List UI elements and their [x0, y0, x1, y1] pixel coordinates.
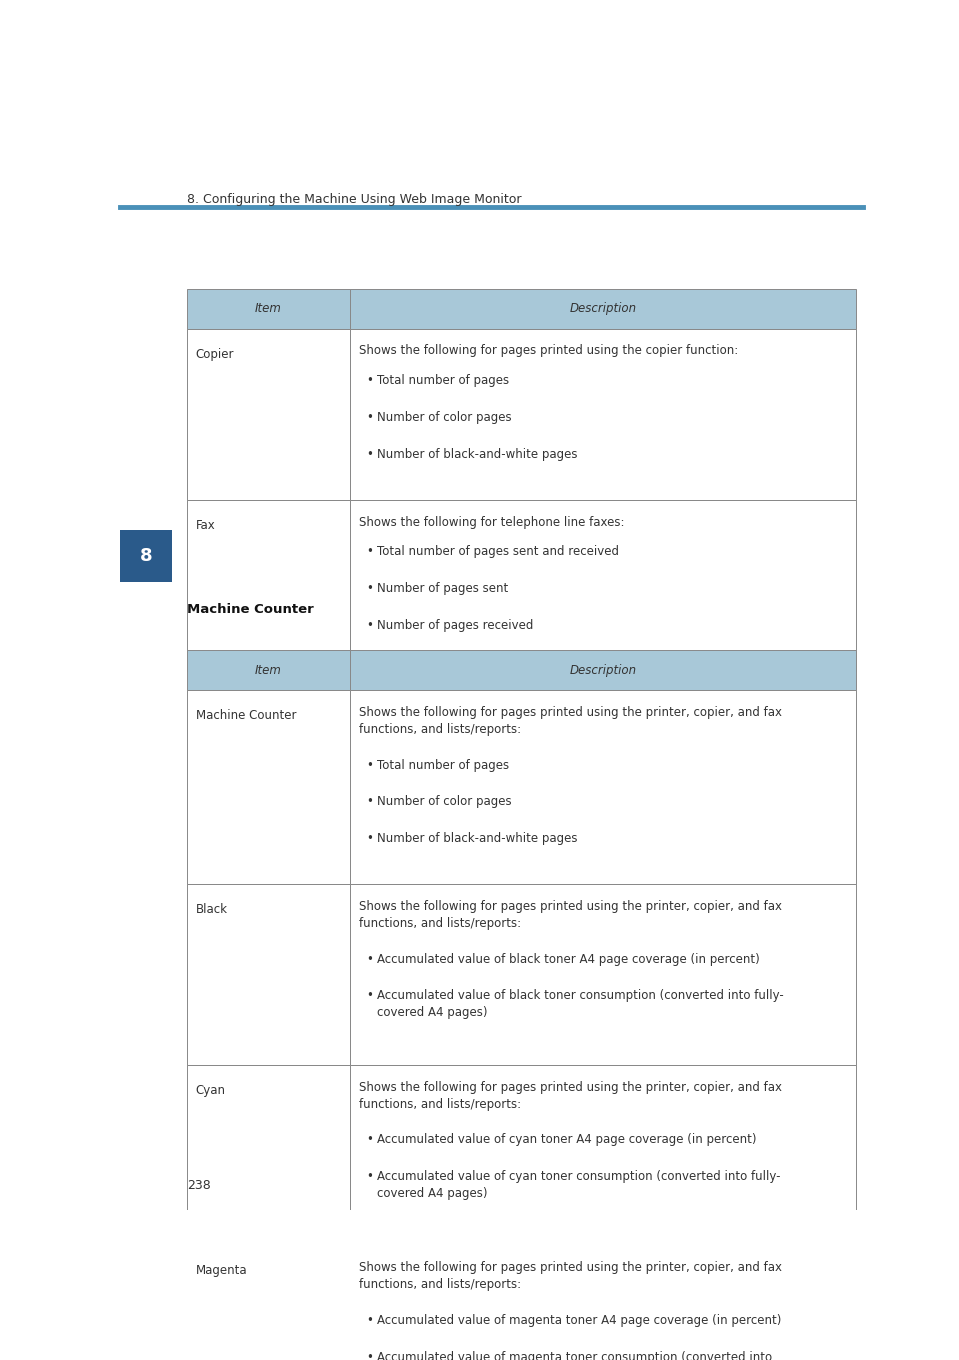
FancyBboxPatch shape — [350, 1065, 855, 1246]
Text: •: • — [366, 1170, 373, 1183]
Text: •: • — [366, 759, 373, 771]
Text: Shows the following for pages printed using the printer, copier, and fax
functio: Shows the following for pages printed us… — [360, 1261, 783, 1291]
Text: Number of color pages: Number of color pages — [377, 411, 512, 424]
Text: Item: Item — [255, 302, 282, 316]
Text: Accumulated value of black toner A4 page coverage (in percent): Accumulated value of black toner A4 page… — [377, 953, 760, 966]
FancyBboxPatch shape — [187, 1065, 350, 1246]
FancyBboxPatch shape — [187, 329, 350, 500]
Text: Total number of pages sent and received: Total number of pages sent and received — [377, 545, 619, 559]
FancyBboxPatch shape — [187, 1246, 350, 1360]
Text: •: • — [366, 619, 373, 632]
Text: 8. Configuring the Machine Using Web Image Monitor: 8. Configuring the Machine Using Web Ima… — [187, 193, 522, 205]
Text: Number of black-and-white pages: Number of black-and-white pages — [377, 447, 577, 461]
Text: •: • — [366, 796, 373, 808]
Text: •: • — [366, 447, 373, 461]
Text: •: • — [366, 832, 373, 845]
Text: Shows the following for pages printed using the printer, copier, and fax
functio: Shows the following for pages printed us… — [360, 900, 783, 930]
FancyBboxPatch shape — [187, 884, 350, 1065]
Text: Shows the following for pages printed using the printer, copier, and fax
functio: Shows the following for pages printed us… — [360, 1081, 783, 1111]
FancyBboxPatch shape — [350, 884, 855, 1065]
Text: •: • — [366, 1350, 373, 1360]
Text: Accumulated value of magenta toner consumption (converted into
fully-covered A4 : Accumulated value of magenta toner consu… — [377, 1350, 772, 1360]
Text: Accumulated value of cyan toner consumption (converted into fully-
covered A4 pa: Accumulated value of cyan toner consumpt… — [377, 1170, 781, 1200]
Text: •: • — [366, 582, 373, 596]
Text: •: • — [366, 990, 373, 1002]
FancyBboxPatch shape — [350, 1246, 855, 1360]
Text: Machine Counter: Machine Counter — [196, 709, 296, 722]
Text: •: • — [366, 411, 373, 424]
Text: •: • — [366, 545, 373, 559]
Text: Fax: Fax — [196, 518, 216, 532]
Text: •: • — [366, 1314, 373, 1327]
Text: •: • — [366, 953, 373, 966]
Text: Cyan: Cyan — [196, 1084, 225, 1096]
Text: Machine Counter: Machine Counter — [187, 602, 314, 616]
Text: Item: Item — [255, 664, 282, 676]
FancyBboxPatch shape — [350, 500, 855, 670]
FancyBboxPatch shape — [350, 329, 855, 500]
Text: Description: Description — [570, 302, 637, 316]
Text: Description: Description — [570, 664, 637, 676]
Text: Black: Black — [196, 903, 227, 917]
Text: Accumulated value of magenta toner A4 page coverage (in percent): Accumulated value of magenta toner A4 pa… — [377, 1314, 782, 1327]
Text: Magenta: Magenta — [196, 1265, 247, 1277]
FancyBboxPatch shape — [350, 690, 855, 884]
Text: •: • — [366, 1133, 373, 1146]
FancyBboxPatch shape — [350, 288, 855, 329]
Text: Shows the following for pages printed using the copier function:: Shows the following for pages printed us… — [360, 344, 738, 358]
Text: Shows the following for telephone line faxes:: Shows the following for telephone line f… — [360, 515, 624, 529]
FancyBboxPatch shape — [350, 650, 855, 690]
FancyBboxPatch shape — [187, 650, 350, 690]
Text: Number of color pages: Number of color pages — [377, 796, 512, 808]
Text: •: • — [366, 374, 373, 388]
FancyBboxPatch shape — [187, 288, 350, 329]
Text: Number of black-and-white pages: Number of black-and-white pages — [377, 832, 577, 845]
Text: Total number of pages: Total number of pages — [377, 374, 509, 388]
FancyBboxPatch shape — [187, 500, 350, 670]
Text: 238: 238 — [187, 1179, 211, 1191]
Text: Number of pages received: Number of pages received — [377, 619, 533, 632]
Text: Accumulated value of black toner consumption (converted into fully-
covered A4 p: Accumulated value of black toner consump… — [377, 990, 784, 1020]
Text: 8: 8 — [140, 547, 152, 564]
Text: Accumulated value of cyan toner A4 page coverage (in percent): Accumulated value of cyan toner A4 page … — [377, 1133, 757, 1146]
FancyBboxPatch shape — [120, 529, 172, 582]
Text: Shows the following for pages printed using the printer, copier, and fax
functio: Shows the following for pages printed us… — [360, 706, 783, 736]
Text: Copier: Copier — [196, 348, 234, 360]
Text: Number of pages sent: Number of pages sent — [377, 582, 508, 596]
FancyBboxPatch shape — [187, 690, 350, 884]
Text: Total number of pages: Total number of pages — [377, 759, 509, 771]
